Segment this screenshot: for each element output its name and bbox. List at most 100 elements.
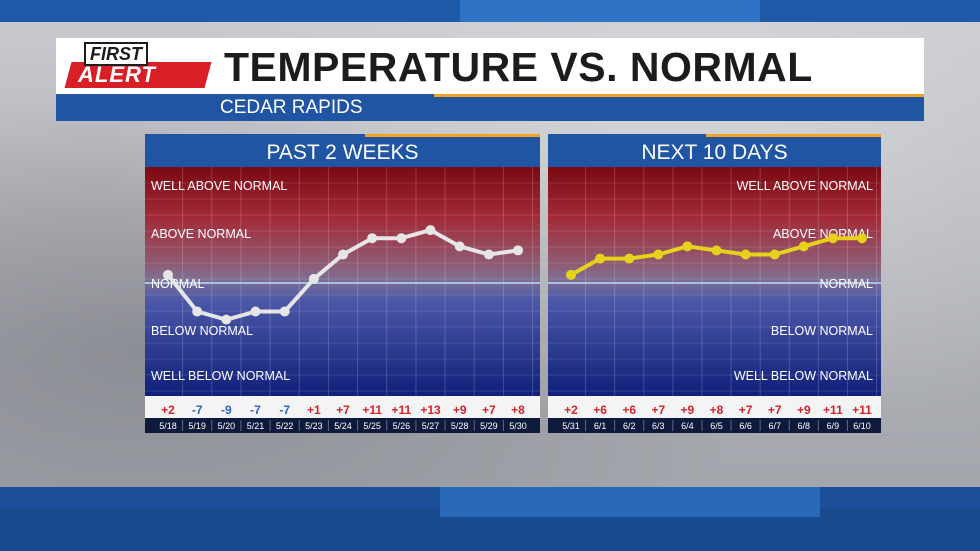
data-label: -7	[192, 403, 203, 417]
data-point	[740, 249, 751, 260]
tick-label: 6/3	[652, 421, 665, 431]
data-point	[513, 245, 523, 256]
tick-label: 5/18	[159, 421, 177, 431]
data-label: +8	[710, 403, 724, 417]
panel-header-accent	[706, 134, 881, 137]
tick-label: 6/9	[827, 421, 840, 431]
data-point	[857, 233, 867, 244]
tick-label: 5/28	[451, 421, 469, 431]
band-label: NORMAL	[820, 277, 874, 291]
band-label: BELOW NORMAL	[771, 324, 873, 338]
value-row	[548, 396, 881, 418]
logo-alert-text: ALERT	[78, 62, 156, 87]
data-point	[682, 241, 693, 252]
tick-label: 6/1	[594, 421, 607, 431]
data-point	[308, 273, 319, 284]
data-label: +11	[362, 403, 382, 417]
tick-label: 5/20	[218, 421, 236, 431]
data-point	[338, 249, 348, 260]
data-label: +7	[482, 403, 496, 417]
tick-label: 5/19	[188, 421, 206, 431]
tick-label: 6/6	[739, 421, 752, 431]
data-label: +7	[336, 403, 350, 417]
band-label: ABOVE NORMAL	[151, 227, 251, 241]
data-label: +2	[564, 403, 578, 417]
panel-title: NEXT 10 DAYS	[641, 141, 787, 164]
data-label: +9	[797, 403, 811, 417]
data-point	[367, 233, 378, 244]
tick-label: 6/4	[681, 421, 694, 431]
data-point	[221, 314, 232, 325]
logo-first-text: FIRST	[84, 42, 148, 66]
tick-label: 5/24	[334, 421, 352, 431]
top-stripe	[0, 0, 980, 22]
data-label: +6	[593, 403, 607, 417]
plot-area	[548, 167, 881, 396]
data-point	[624, 253, 635, 264]
tick-label: 5/30	[509, 421, 527, 431]
data-point	[454, 241, 465, 252]
data-label: +6	[622, 403, 636, 417]
panel-header	[548, 134, 881, 167]
data-label: +11	[823, 403, 843, 417]
data-point	[595, 253, 606, 264]
band-label: WELL ABOVE NORMAL	[737, 179, 873, 193]
bottom-stripe	[0, 487, 980, 551]
page-title: TEMPERATURE VS. NORMAL	[224, 44, 813, 90]
data-label: -7	[279, 403, 290, 417]
subtitle-bar	[56, 94, 924, 121]
date-row	[145, 418, 540, 433]
tick-label: 5/22	[276, 421, 294, 431]
band-label: WELL BELOW NORMAL	[151, 369, 290, 383]
data-label: +2	[161, 403, 175, 417]
tick-label: 5/26	[393, 421, 411, 431]
tick-label: 6/5	[710, 421, 723, 431]
data-label: +8	[511, 403, 525, 417]
date-row	[548, 418, 881, 433]
tick-label: 5/21	[247, 421, 265, 431]
first-alert-logo: FIRST ALERT	[64, 42, 214, 90]
data-label: +9	[453, 403, 467, 417]
data-label: +7	[768, 403, 782, 417]
tick-label: 6/8	[798, 421, 811, 431]
tick-label: 6/2	[623, 421, 636, 431]
data-point	[192, 306, 203, 317]
panel-title: PAST 2 WEEKS	[266, 141, 418, 164]
data-label: -9	[221, 403, 232, 417]
data-point	[711, 245, 722, 256]
data-point	[653, 249, 664, 260]
data-point	[566, 269, 576, 280]
data-label: +11	[852, 403, 872, 417]
location-label: CEDAR RAPIDS	[220, 97, 363, 118]
data-point	[396, 233, 407, 244]
tick-label: 5/23	[305, 421, 323, 431]
data-point	[769, 249, 780, 260]
band-label: WELL BELOW NORMAL	[734, 369, 873, 383]
chart-panel-1: PAST 2 WEEKS WELL ABOVE NORMAL ABOVE NORMA…	[145, 134, 540, 433]
data-label: +7	[651, 403, 665, 417]
band-label: WELL ABOVE NORMAL	[151, 179, 287, 193]
band-label: BELOW NORMAL	[151, 324, 253, 338]
data-point	[279, 306, 290, 317]
data-point	[425, 225, 436, 236]
data-label: +7	[739, 403, 753, 417]
panel-header	[145, 134, 540, 167]
data-point	[827, 233, 838, 244]
data-point	[483, 249, 494, 260]
value-row	[145, 396, 540, 418]
plot-area	[145, 167, 540, 396]
data-label: +9	[681, 403, 695, 417]
tick-label: 6/7	[768, 421, 781, 431]
panel-header-accent	[365, 134, 540, 137]
tick-label: 5/29	[480, 421, 498, 431]
tick-label: 5/25	[363, 421, 381, 431]
data-point	[798, 241, 809, 252]
data-label: -7	[250, 403, 261, 417]
data-point	[163, 269, 173, 280]
tick-label: 5/27	[422, 421, 440, 431]
tick-label: 5/31	[562, 421, 580, 431]
data-point	[250, 306, 261, 317]
data-label: +1	[307, 403, 321, 417]
